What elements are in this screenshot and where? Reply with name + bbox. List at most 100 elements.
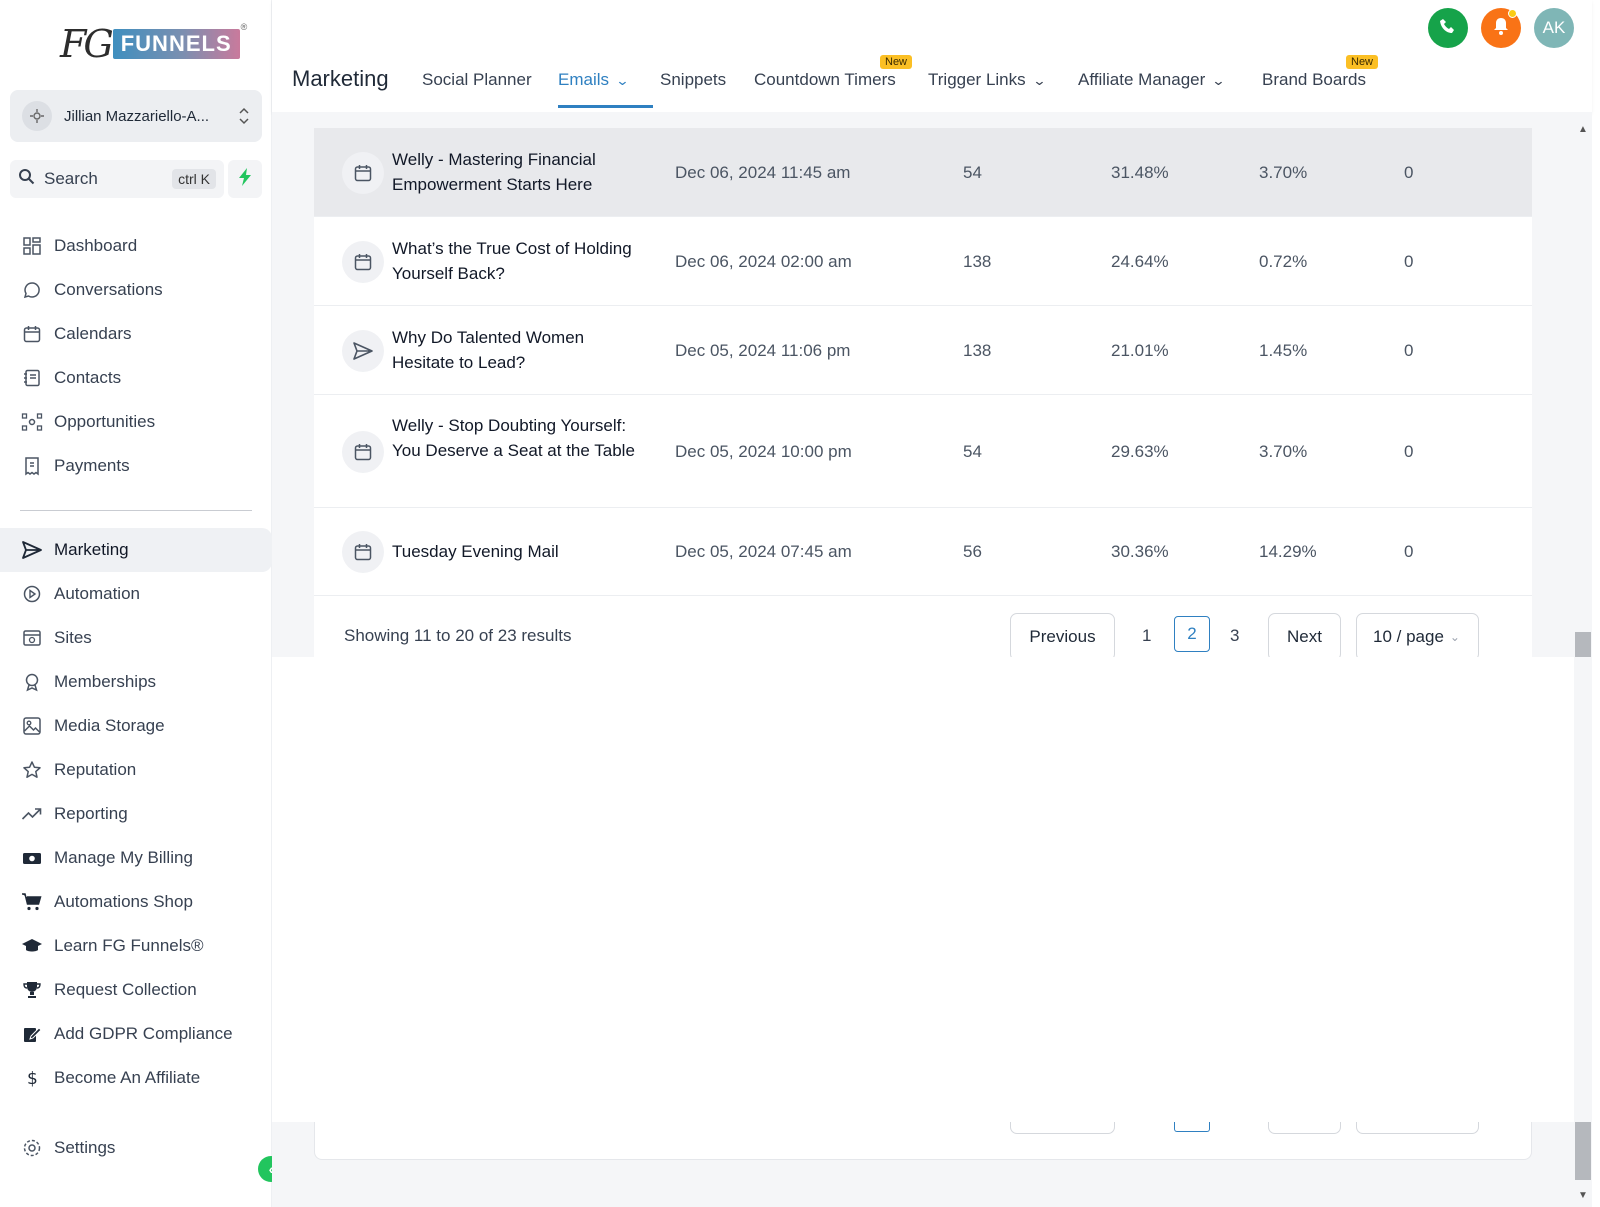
account-name: Jillian Mazzariello-A...	[64, 107, 210, 125]
email-click-rate: 3.70%	[1259, 162, 1308, 182]
sidebar-item-become-an-affiliate[interactable]: $ Become An Affiliate	[0, 1056, 272, 1100]
table-row[interactable]: What’s the True Cost of Holding Yourself…	[314, 217, 1532, 306]
table-row[interactable]: Tuesday Evening Mail Dec 05, 2024 07:45 a…	[314, 508, 1532, 596]
logo-fg: FG	[60, 22, 114, 66]
email-metric: 0	[1404, 542, 1414, 561]
page-size-select[interactable]: 10 / page ⌄	[1356, 613, 1479, 657]
page-3-button[interactable]: 3	[1230, 626, 1240, 645]
phone-icon	[1439, 17, 1457, 40]
email-click-rate: 14.29%	[1259, 542, 1317, 561]
chat-icon	[20, 278, 44, 302]
sidebar-item-label: Request Collection	[54, 980, 197, 999]
email-sent-count: 138	[963, 340, 992, 360]
page-1-button[interactable]: 1	[1142, 626, 1152, 645]
scroll-up-icon[interactable]: ▲	[1578, 124, 1588, 135]
sidebar-item-reputation[interactable]: Reputation	[0, 748, 272, 792]
sidebar-item-label: Learn FG Funnels®	[54, 936, 204, 955]
next-button-edge	[1268, 1122, 1341, 1134]
phone-button[interactable]	[1428, 8, 1468, 48]
sidebar-divider	[20, 510, 252, 511]
next-button[interactable]: Next	[1268, 613, 1341, 657]
email-metric: 0	[1404, 340, 1414, 360]
search-button[interactable]: Search ctrl K	[10, 160, 224, 198]
tab-label: Social Planner	[422, 70, 532, 89]
email-open-rate: 30.36%	[1111, 542, 1169, 561]
email-name[interactable]: Why Do Talented Women Hesitate to Lead?	[392, 328, 585, 372]
edit-icon	[20, 1022, 44, 1046]
scrollbar-thumb[interactable]	[1575, 632, 1591, 657]
tab-affiliate-manager[interactable]: Affiliate Manager ⌄	[1078, 70, 1226, 90]
brand-logo[interactable]: FG FUNNELS ®	[60, 18, 247, 70]
sidebar-item-sites[interactable]: Sites	[0, 616, 272, 660]
table-row[interactable]: Welly - Mastering Financial Empowerment …	[314, 128, 1532, 217]
chevron-updown-icon	[238, 106, 250, 127]
trend-icon	[20, 802, 44, 826]
tab-brand-boards[interactable]: Brand Boards	[1262, 70, 1366, 90]
email-open-rate: 31.48%	[1111, 162, 1169, 182]
quick-actions-button[interactable]	[228, 160, 262, 198]
email-sent-count: 56	[963, 542, 982, 561]
email-metric: 0	[1404, 162, 1414, 182]
scrollbar[interactable]	[1574, 112, 1592, 1207]
sidebar-item-reporting[interactable]: Reporting	[0, 792, 272, 836]
top-navigation: Marketing Social Planner Emails ⌄ Snippet…	[272, 0, 1592, 112]
star-icon	[20, 758, 44, 782]
page-size-value: 10 / page	[1373, 627, 1444, 646]
sidebar-item-marketing[interactable]: Marketing	[0, 528, 272, 572]
sidebar-item-manage-my-billing[interactable]: Manage My Billing	[0, 836, 272, 880]
sidebar-item-dashboard[interactable]: Dashboard	[0, 224, 272, 268]
table-card-bottom	[314, 1122, 1532, 1160]
new-badge: New	[1346, 55, 1379, 69]
email-name[interactable]: Welly - Stop Doubting Yourself: You Dese…	[392, 416, 635, 460]
tab-snippets[interactable]: Snippets	[660, 70, 726, 90]
user-avatar[interactable]: AK	[1534, 8, 1574, 48]
sidebar-item-conversations[interactable]: Conversations	[0, 268, 272, 312]
email-name[interactable]: Welly - Mastering Financial Empowerment …	[392, 150, 596, 194]
chevron-down-icon: ⌄	[615, 73, 630, 88]
send-icon	[342, 329, 384, 372]
sidebar-item-contacts[interactable]: Contacts	[0, 356, 272, 400]
email-name[interactable]: What’s the True Cost of Holding Yourself…	[392, 239, 632, 283]
scroll-down-icon[interactable]: ▼	[1578, 1190, 1588, 1201]
sidebar-item-memberships[interactable]: Memberships	[0, 660, 272, 704]
email-click-rate: 0.72%	[1259, 251, 1308, 271]
scrollbar-thumb[interactable]	[1575, 1122, 1591, 1180]
sidebar-item-media-storage[interactable]: Media Storage	[0, 704, 272, 748]
sidebar-item-label: Calendars	[54, 324, 132, 343]
email-date: Dec 05, 2024 10:00 pm	[675, 441, 852, 461]
cart-icon	[20, 890, 44, 914]
email-sent-count: 54	[963, 441, 982, 461]
sidebar-item-payments[interactable]: Payments	[0, 444, 272, 488]
sidebar-item-automation[interactable]: Automation	[0, 572, 272, 616]
new-badge: New	[880, 55, 913, 69]
contacts-icon	[20, 366, 44, 390]
sidebar-item-request-collection[interactable]: Request Collection	[0, 968, 272, 1012]
email-name[interactable]: Tuesday Evening Mail	[392, 542, 559, 561]
sidebar-item-label: Dashboard	[54, 236, 138, 255]
tab-emails[interactable]: Emails ⌄	[558, 70, 630, 90]
tab-label: Trigger Links	[928, 70, 1026, 89]
sidebar-item-learn-fg-funnels[interactable]: Learn FG Funnels®	[0, 924, 272, 968]
sidebar-item-automations-shop[interactable]: Automations Shop	[0, 880, 272, 924]
tab-trigger-links[interactable]: Trigger Links ⌄	[928, 70, 1046, 90]
sidebar-item-settings[interactable]: Settings	[0, 1126, 272, 1170]
table-row[interactable]: Welly - Stop Doubting Yourself: You Dese…	[314, 395, 1532, 508]
email-click-rate: 3.70%	[1259, 441, 1308, 461]
sidebar-item-label: Contacts	[54, 368, 122, 387]
notifications-button[interactable]	[1481, 8, 1521, 48]
page-2-button[interactable]: 2	[1174, 616, 1210, 652]
search-shortcut: ctrl K	[172, 169, 216, 189]
table-row[interactable]: Why Do Talented Women Hesitate to Lead? D…	[314, 306, 1532, 395]
email-date: Dec 05, 2024 07:45 am	[675, 542, 852, 561]
account-switcher[interactable]: Jillian Mazzariello-A...	[10, 90, 262, 142]
sidebar-item-opportunities[interactable]: Opportunities	[0, 400, 272, 444]
sidebar-item-add-gdpr-compliance[interactable]: Add GDPR Compliance	[0, 1012, 272, 1056]
sidebar-item-calendars[interactable]: Calendars	[0, 312, 272, 356]
tab-social-planner[interactable]: Social Planner	[422, 70, 532, 90]
svg-text:$: $	[27, 1069, 38, 1088]
sidebar-item-label: Automations Shop	[54, 892, 193, 911]
tab-countdown-timers[interactable]: Countdown Timers	[754, 70, 896, 90]
search-icon	[18, 168, 38, 190]
previous-button[interactable]: Previous	[1010, 613, 1115, 657]
image-icon	[20, 714, 44, 738]
